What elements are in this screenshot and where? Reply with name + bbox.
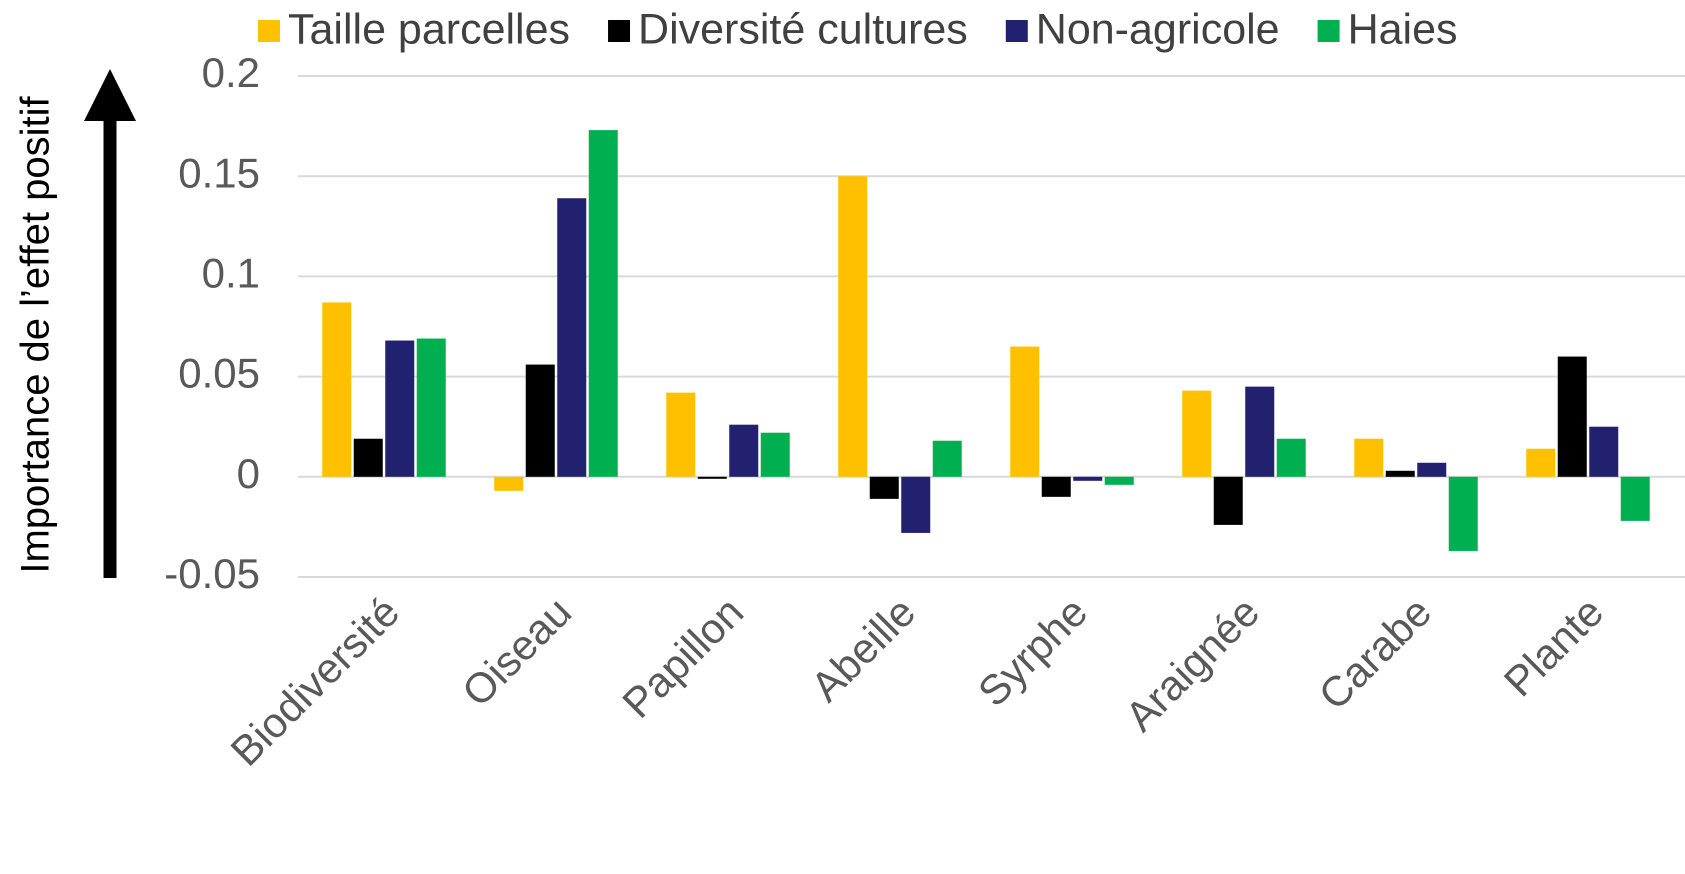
bar bbox=[869, 476, 899, 499]
bar bbox=[1354, 438, 1384, 477]
y-tick-label: -0.05 bbox=[164, 550, 260, 597]
y-tick-label: 0.2 bbox=[202, 49, 260, 96]
bar bbox=[729, 424, 759, 477]
x-tick-label: Papillon bbox=[613, 588, 752, 727]
bar bbox=[353, 438, 383, 477]
x-tick-label: Abeille bbox=[802, 588, 924, 710]
legend-label: Non-agricole bbox=[1036, 5, 1280, 53]
legend-label: Haies bbox=[1348, 5, 1458, 53]
x-tick-label: Carabe bbox=[1310, 588, 1441, 719]
bar bbox=[385, 340, 415, 477]
bar bbox=[1526, 448, 1556, 477]
x-tick-label: Biodiversité bbox=[221, 588, 408, 775]
legend-swatch bbox=[1005, 20, 1028, 42]
bar bbox=[322, 302, 352, 477]
bar bbox=[1245, 386, 1275, 477]
bar bbox=[525, 364, 555, 477]
legend-swatch bbox=[1317, 20, 1340, 42]
bar bbox=[1010, 346, 1040, 477]
bar bbox=[1557, 356, 1587, 477]
bar bbox=[901, 476, 931, 533]
bar bbox=[1073, 476, 1103, 481]
y-tick-label: 0.05 bbox=[178, 350, 260, 397]
bar bbox=[838, 176, 868, 477]
legend-label: Diversité cultures bbox=[638, 5, 968, 53]
y-axis-label: Importance de l’effet positif bbox=[14, 95, 58, 573]
legend-swatch bbox=[258, 20, 280, 42]
bar bbox=[588, 130, 618, 477]
legend-swatch bbox=[608, 20, 631, 42]
bar bbox=[1589, 426, 1619, 477]
x-tick-label: Oiseau bbox=[453, 588, 580, 715]
bar bbox=[760, 432, 790, 477]
y-tick-label: 0.15 bbox=[178, 149, 260, 196]
legend: Taille parcelles Diversité cultures Non-ag… bbox=[258, 5, 1458, 53]
bar bbox=[1448, 476, 1478, 551]
x-tick-label: Plante bbox=[1495, 588, 1612, 705]
bar bbox=[1620, 476, 1650, 521]
x-tick-label: Araignée bbox=[1116, 588, 1268, 740]
bar bbox=[932, 440, 962, 477]
bar bbox=[1104, 476, 1134, 485]
bar bbox=[1041, 476, 1071, 497]
bar bbox=[494, 476, 524, 491]
bar bbox=[1385, 470, 1415, 477]
bar bbox=[697, 476, 727, 479]
legend-label: Taille parcelles bbox=[288, 5, 570, 53]
bar bbox=[1276, 438, 1306, 477]
x-tick-label: Syrphe bbox=[969, 588, 1096, 715]
y-tick-label: 0 bbox=[237, 450, 260, 497]
bar bbox=[1182, 390, 1212, 477]
bar bbox=[1213, 476, 1243, 525]
bar bbox=[1417, 462, 1447, 477]
y-tick-label: 0.1 bbox=[202, 249, 260, 296]
bar bbox=[557, 198, 587, 477]
bar bbox=[416, 338, 446, 477]
bar bbox=[666, 392, 696, 477]
